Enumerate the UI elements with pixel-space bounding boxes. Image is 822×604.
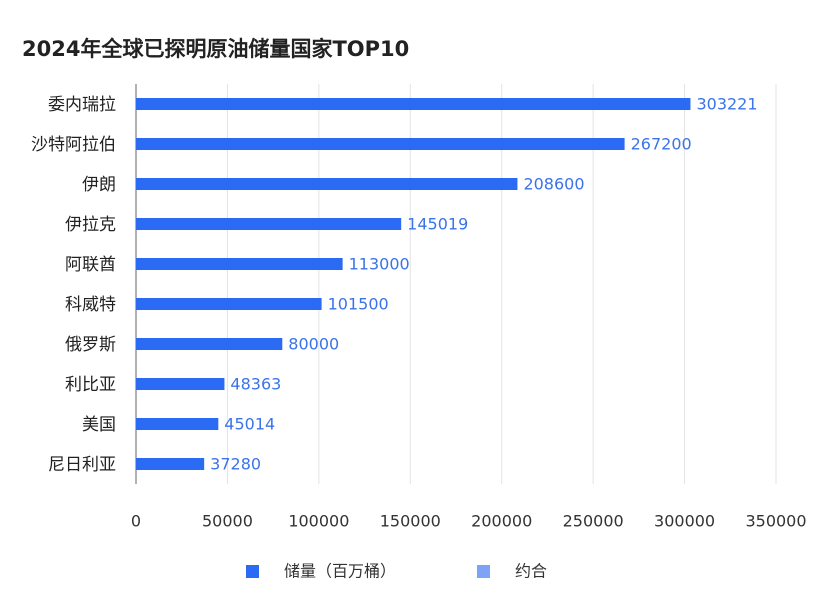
y-tick-label: 科威特 <box>65 295 116 315</box>
bar <box>136 378 225 390</box>
y-tick-label: 委内瑞拉 <box>48 95 116 115</box>
x-tick-label: 200000 <box>471 512 532 531</box>
value-label: 80000 <box>288 335 339 354</box>
x-tick-label: 100000 <box>288 512 349 531</box>
value-label: 208600 <box>523 175 584 194</box>
x-tick-label: 0 <box>131 512 141 531</box>
y-tick-label: 美国 <box>82 415 116 435</box>
legend-label: 储量（百万桶） <box>284 562 396 581</box>
value-label: 113000 <box>349 255 410 274</box>
value-label: 48363 <box>230 375 281 394</box>
y-tick-label: 俄罗斯 <box>65 335 116 355</box>
bar <box>136 418 219 430</box>
bar <box>136 458 205 470</box>
x-tick-label: 250000 <box>563 512 624 531</box>
y-tick-label: 尼日利亚 <box>48 455 116 475</box>
x-tick-label: 150000 <box>380 512 441 531</box>
value-label: 267200 <box>631 135 692 154</box>
bar <box>136 298 322 310</box>
value-label: 37280 <box>210 455 261 474</box>
y-tick-label: 利比亚 <box>65 375 116 395</box>
value-label: 145019 <box>407 215 468 234</box>
y-tick-label: 伊拉克 <box>65 215 116 235</box>
y-tick-label: 阿联酋 <box>65 255 116 275</box>
value-label: 303221 <box>696 95 757 114</box>
value-label: 101500 <box>328 295 389 314</box>
legend-swatch <box>477 565 490 578</box>
y-tick-label: 伊朗 <box>82 175 116 195</box>
bar <box>136 258 343 270</box>
x-tick-label: 350000 <box>745 512 806 531</box>
x-tick-label: 50000 <box>202 512 253 531</box>
bar <box>136 98 691 110</box>
y-tick-label: 沙特阿拉伯 <box>31 135 116 155</box>
bar <box>136 138 625 150</box>
bar <box>136 178 518 190</box>
legend-swatch <box>246 565 259 578</box>
chart-title: 2024年全球已探明原油储量国家TOP10 <box>22 37 409 61</box>
legend-label: 约合 <box>515 562 547 581</box>
bar <box>136 218 402 230</box>
x-tick-label: 300000 <box>654 512 715 531</box>
value-label: 45014 <box>224 415 275 434</box>
bar <box>136 338 283 350</box>
